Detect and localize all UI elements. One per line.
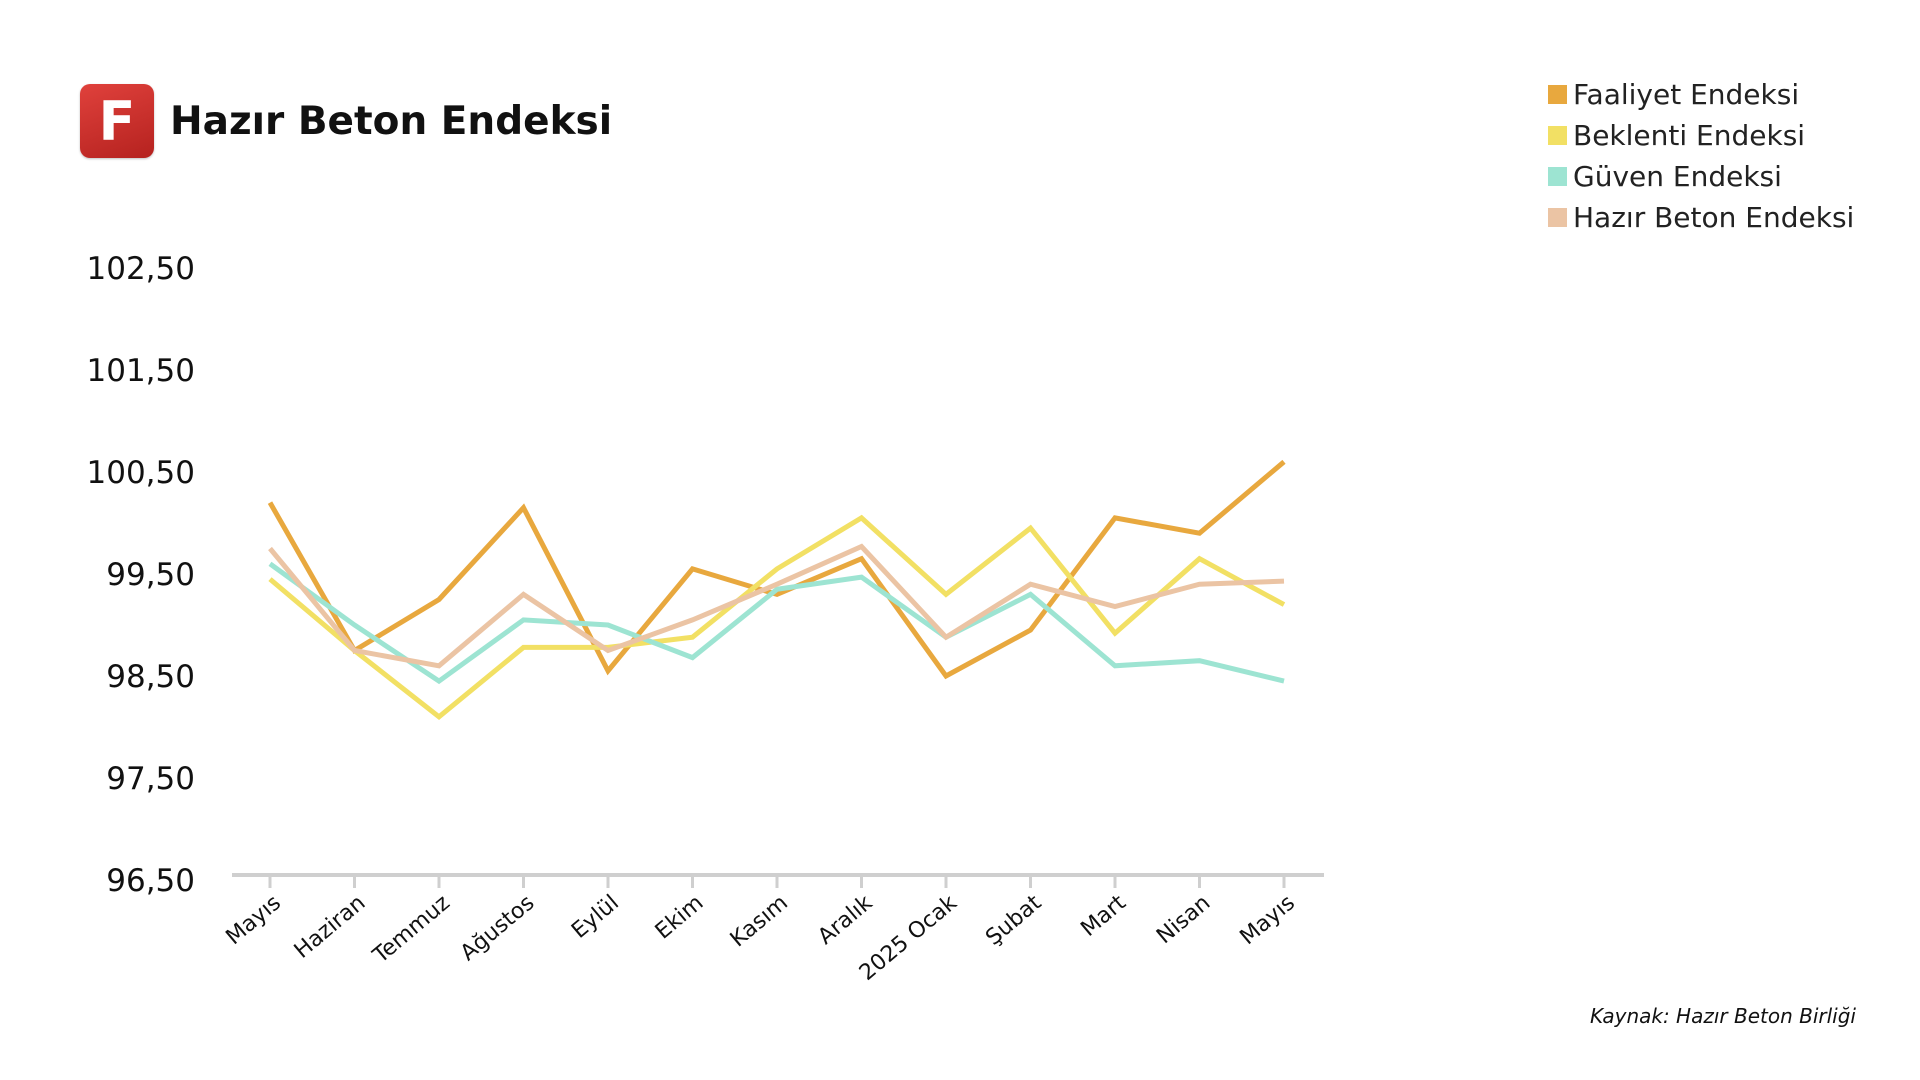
series-line-4 [268, 543, 1285, 669]
x-tick-label: Nisan [1152, 890, 1215, 949]
x-tick-label: Haziran [290, 890, 371, 963]
series-line-3 [268, 561, 1285, 685]
source-note: Kaynak: Hazır Beton Birliği [1589, 1004, 1856, 1028]
x-tick-label: Temmuz [368, 890, 455, 969]
y-tick-label: 98,50 [106, 659, 195, 695]
header: F Hazır Beton Endeksi [80, 84, 612, 158]
x-tick-label: Şubat [981, 890, 1046, 951]
legend-label: Beklenti Endeksi [1573, 118, 1806, 152]
brand-logo: F [80, 84, 154, 158]
logo-letter: F [98, 90, 136, 153]
y-tick-label: 96,50 [106, 863, 195, 899]
x-tick-label: Mayıs [1235, 890, 1299, 950]
legend-swatch [1548, 166, 1567, 186]
legend-swatch [1548, 125, 1567, 145]
series-line-1 [267, 459, 1286, 680]
x-tick-label: Ağustos [456, 890, 539, 966]
series-line-2 [268, 514, 1286, 721]
y-axis-ticks: 102,50 101,50 100,50 99,50 98,50 97,50 96,50 [87, 251, 195, 899]
y-tick-label: 102,50 [87, 251, 195, 287]
legend-item: Beklenti Endeksi [1548, 118, 1854, 152]
chart-legend: Faaliyet Endeksi Beklenti Endeksi Güven En… [1548, 77, 1855, 234]
series-lines [267, 459, 1286, 721]
legend-label: Hazır Beton Endeksi [1573, 200, 1855, 234]
legend-swatch [1548, 84, 1567, 104]
x-tick-label: Mart [1076, 890, 1131, 942]
y-tick-label: 97,50 [106, 761, 195, 797]
page-title: Hazır Beton Endeksi [170, 98, 613, 144]
legend-item: Faaliyet Endeksi [1548, 77, 1854, 111]
x-tick-label: Eylül [567, 890, 624, 943]
legend-label: Güven Endeksi [1573, 159, 1782, 193]
y-tick-label: 100,50 [87, 455, 195, 491]
y-tick-label: 101,50 [87, 353, 195, 389]
x-tick-label: Aralık [813, 890, 877, 950]
y-tick-label: 99,50 [106, 557, 195, 593]
legend-label: Faaliyet Endeksi [1573, 77, 1800, 111]
x-tick-label: Ekim [651, 890, 709, 944]
x-tick-label: Mayıs [221, 890, 285, 950]
legend-swatch [1548, 207, 1567, 227]
x-tick-label: Kasım [726, 890, 793, 952]
legend-item: Güven Endeksi [1548, 159, 1854, 193]
legend-item: Hazır Beton Endeksi [1548, 200, 1855, 234]
